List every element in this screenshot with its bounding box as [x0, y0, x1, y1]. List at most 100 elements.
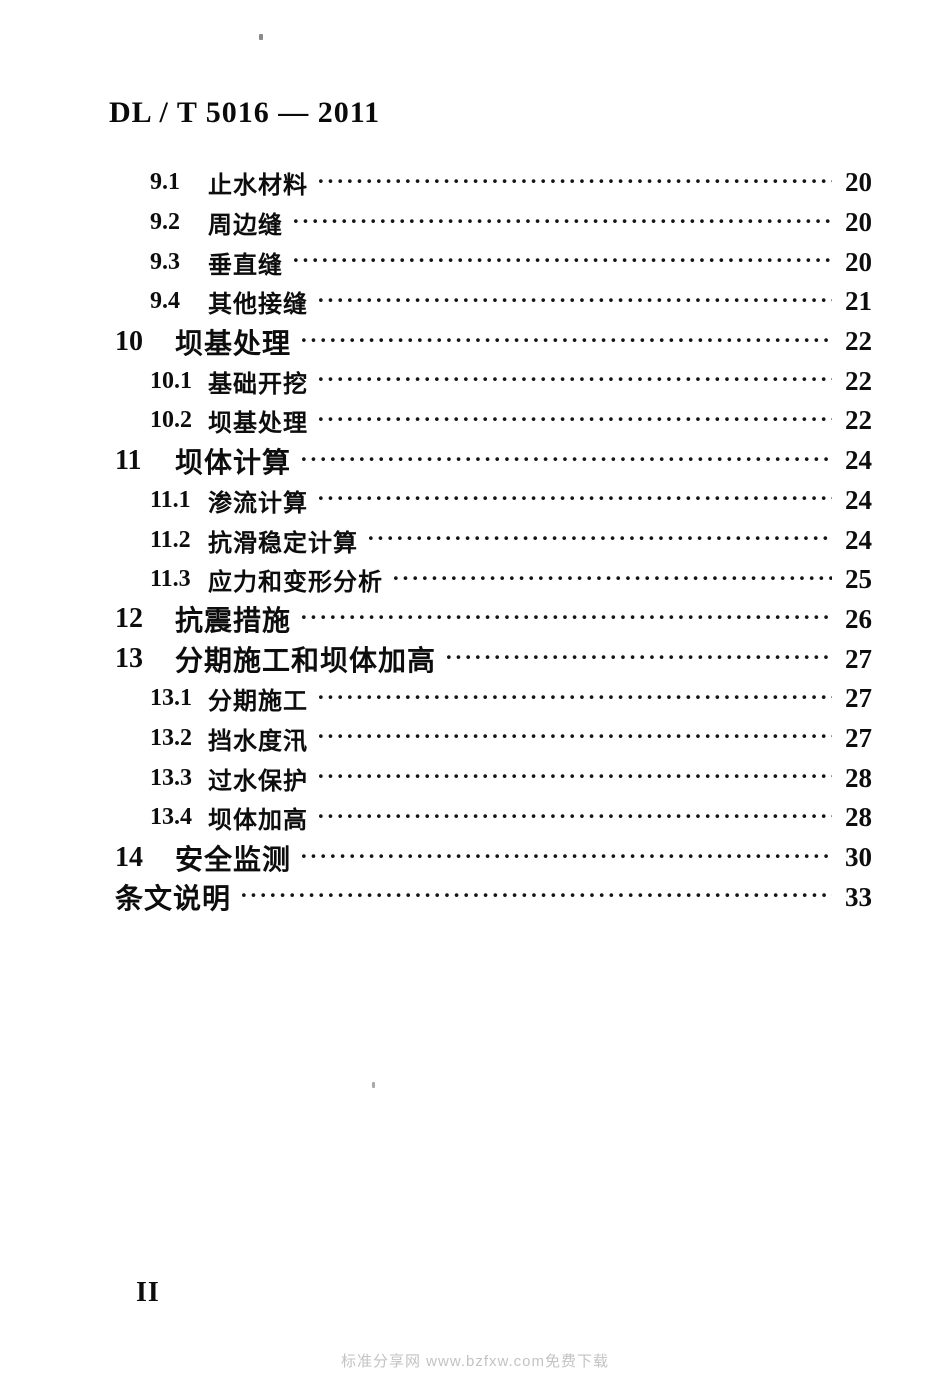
toc-leader-dots: ········································… [300, 446, 832, 472]
toc-entry: 13 分期施工和坝体加高 ·····························… [115, 639, 872, 679]
toc-entry-number: 11.3 [150, 566, 191, 593]
toc-leader-dots: ········································… [317, 168, 832, 194]
toc-leader-dots: ········································… [445, 645, 832, 671]
toc-entry: 10.1 基础开挖 ································… [115, 361, 872, 401]
toc-entry-number: 9.1 [150, 169, 180, 196]
toc-entry-page: 28 [845, 762, 872, 793]
toc-entry-title: 挡水度汛 [208, 728, 308, 755]
toc-leader-dots: ········································… [300, 327, 832, 353]
toc-entry: 9.3 垂直缝 ··································… [115, 242, 872, 282]
toc-entry-page: 22 [845, 365, 872, 396]
toc-entry-number: 11.2 [150, 526, 191, 553]
toc-entry-page: 28 [845, 802, 872, 833]
toc-entry-number: 9.4 [150, 288, 180, 315]
toc-leader-dots: ········································… [317, 764, 832, 790]
toc-entry-title: 垂直缝 [208, 252, 283, 279]
toc-entry: 13.2 挡水度汛 ································… [115, 719, 872, 759]
toc-entry-title: 安全监测 [175, 844, 292, 876]
toc-entry-title: 抗震措施 [175, 606, 292, 638]
toc-entry-title: 周边缝 [208, 213, 283, 240]
toc-entry-title: 渗流计算 [208, 490, 308, 517]
toc-entry-page: 24 [845, 524, 872, 555]
toc-entry-number: 10 [115, 325, 143, 357]
toc-leader-dots: ········································… [300, 843, 832, 869]
toc-entry-title: 过水保护 [208, 768, 308, 795]
toc-entry-title: 坝基处理 [175, 328, 292, 360]
scan-artifact-speck [259, 34, 263, 40]
toc-entry-page: 30 [845, 842, 872, 873]
toc-entry: 10.2 坝基处理 ································… [115, 401, 872, 441]
toc-entry-page: 26 [845, 603, 872, 634]
toc-entry-number: 10.2 [150, 407, 192, 434]
page-number-folio: II [136, 1277, 160, 1308]
toc-entry-page: 22 [845, 405, 872, 436]
toc-entry-title: 坝基处理 [208, 411, 308, 438]
scan-artifact-speck [372, 1082, 375, 1088]
toc-entry-title: 坝体计算 [175, 447, 292, 479]
toc-leader-dots: ········································… [317, 803, 832, 829]
toc-entry: 10 坝基处理 ··································… [115, 322, 872, 362]
toc-entry: 11 坝体计算 ··································… [115, 441, 872, 481]
toc-entry: 14 安全监测 ··································… [115, 838, 872, 878]
toc-entry-number: 9.3 [150, 248, 180, 275]
toc-entry-number: 13.4 [150, 804, 192, 831]
toc-entry: 11.1 渗流计算 ································… [115, 481, 872, 521]
toc-entry-page: 27 [845, 722, 872, 753]
toc-entry: 11.3 应力和变形分析 ·····························… [115, 560, 872, 600]
toc-entry-title: 抗滑稳定计算 [208, 530, 358, 557]
toc-entry-number: 9.2 [150, 209, 180, 236]
toc-entry: 9.1 止水材料 ·································… [115, 163, 872, 203]
toc-entry-page: 22 [845, 326, 872, 357]
toc-entry-number: 13.3 [150, 764, 192, 791]
toc-entry-title: 条文说明 [115, 884, 232, 916]
toc-leader-dots: ········································… [317, 287, 832, 313]
toc-entry-number: 13.1 [150, 685, 192, 712]
toc-leader-dots: ········································… [367, 526, 832, 552]
toc-leader-dots: ········································… [317, 367, 832, 393]
toc-entry-title: 分期施工 [208, 689, 308, 716]
toc-entry-number: 13.2 [150, 724, 192, 751]
toc-entry-page: 27 [845, 643, 872, 674]
toc-entry: 条文说明 ····································… [115, 877, 872, 917]
document-code-header: DL / T 5016 — 2011 [109, 96, 381, 129]
footer-watermark: 标准分享网 www.bzfxw.com免费下载 [340, 1353, 610, 1370]
toc-entry-page: 20 [845, 167, 872, 198]
toc-leader-dots: ········································… [317, 486, 832, 512]
toc-entry-number: 11.1 [150, 486, 191, 513]
toc-entry-page: 20 [845, 246, 872, 277]
toc-entry-page: 33 [845, 881, 872, 912]
toc-leader-dots: ········································… [317, 684, 832, 710]
toc-leader-dots: ········································… [292, 248, 832, 274]
toc-entry-page: 27 [845, 683, 872, 714]
toc-entry-title: 应力和变形分析 [208, 570, 383, 597]
toc-entry-number: 14 [115, 841, 143, 873]
toc-entry-number: 12 [115, 603, 143, 635]
toc-entry-title: 其他接缝 [208, 292, 308, 319]
toc-entry-title: 坝体加高 [208, 808, 308, 835]
toc-entry: 13.3 过水保护 ································… [115, 758, 872, 798]
toc-entry: 9.4 其他接缝 ·································… [115, 282, 872, 322]
toc-leader-dots: ········································… [300, 605, 832, 631]
toc-leader-dots: ········································… [317, 406, 832, 432]
toc-entry-title: 止水材料 [208, 173, 308, 200]
toc-entry-number: 13 [115, 643, 143, 675]
toc-entry: 13.1 分期施工 ································… [115, 679, 872, 719]
toc-entry: 11.2 抗滑稳定计算 ······························… [115, 520, 872, 560]
toc-entry-page: 24 [845, 445, 872, 476]
toc-leader-dots: ········································… [317, 724, 832, 750]
toc-entry-page: 21 [845, 286, 872, 317]
toc-entry: 9.2 周边缝 ··································… [115, 203, 872, 243]
toc-entry-title: 分期施工和坝体加高 [175, 646, 437, 678]
toc-leader-dots: ········································… [292, 208, 832, 234]
toc-entry: 13.4 坝体加高 ································… [115, 798, 872, 838]
toc-leader-dots: ········································… [392, 565, 832, 591]
toc-entry-number: 10.1 [150, 367, 192, 394]
toc-entry-title: 基础开挖 [208, 371, 308, 398]
toc-entry-page: 24 [845, 484, 872, 515]
table-of-contents: 9.1 止水材料 ·································… [115, 163, 872, 917]
toc-entry-page: 20 [845, 207, 872, 238]
toc-entry: 12 抗震措施 ··································… [115, 600, 872, 640]
toc-leader-dots: ········································… [240, 883, 832, 909]
toc-entry-number: 11 [115, 444, 142, 476]
